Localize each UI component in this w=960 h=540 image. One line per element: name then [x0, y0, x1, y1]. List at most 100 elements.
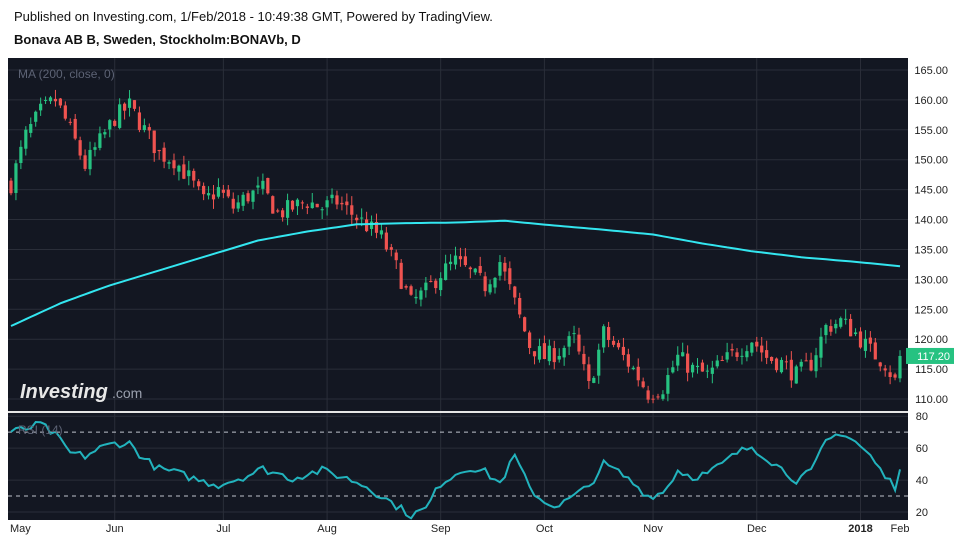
candle-body [98, 133, 102, 148]
candle-body [394, 252, 398, 261]
candle-body [315, 203, 319, 208]
candle-body [197, 181, 201, 187]
candle-body [157, 150, 161, 152]
candle-body [572, 333, 576, 335]
candle-body [142, 125, 146, 131]
time-tick-label: Oct [536, 523, 553, 535]
logo-brand: Investing [20, 381, 108, 403]
publication-credit: Published on Investing.com, 1/Feb/2018 -… [14, 9, 493, 24]
candle-body [483, 276, 487, 292]
rsi-tick-label: 60 [916, 443, 928, 455]
candle-body [152, 130, 156, 154]
candle-body [784, 361, 789, 363]
candle-body [118, 104, 122, 128]
candle-body [705, 370, 709, 372]
candle-body [216, 187, 221, 197]
candle-body [690, 364, 695, 373]
candle-body [700, 362, 705, 372]
candle-body [261, 180, 265, 189]
candle-body [424, 282, 428, 291]
candle-body [616, 342, 621, 348]
last-price-label: 117.20 [917, 351, 950, 363]
candle-body [858, 331, 863, 348]
candle-body [463, 256, 467, 266]
candle-body [552, 348, 556, 363]
candle-body [206, 193, 211, 196]
candle-body [202, 185, 206, 195]
candle-body [48, 97, 53, 102]
candle-body [147, 127, 151, 131]
price-tick-label: 115.00 [915, 364, 948, 376]
candle-body [676, 354, 680, 366]
logo-suffix: .com [112, 385, 142, 401]
candle-body [671, 367, 675, 373]
candle-body [523, 317, 527, 332]
candle-body [498, 262, 502, 276]
candle-body [300, 202, 304, 204]
candle-body [14, 163, 18, 193]
candle-body [295, 199, 300, 207]
candle-body [53, 98, 58, 102]
candle-body [537, 346, 542, 360]
candle-body [409, 286, 413, 295]
chart-background [8, 58, 908, 520]
last-price-marker: 117.20 [906, 347, 954, 364]
candle-body [192, 170, 196, 181]
candle-body [646, 390, 650, 400]
candle-body [19, 146, 23, 163]
price-tick-label: 130.00 [914, 274, 948, 286]
ma-200-line[interactable] [10, 219, 901, 327]
time-tick-label: Sep [431, 523, 451, 535]
candle-body [177, 165, 181, 172]
candle-body [898, 355, 902, 379]
candle-body [587, 364, 591, 382]
candle-body [335, 195, 339, 205]
candle-body [236, 202, 240, 209]
candle-body [365, 219, 369, 232]
price-gridlines [8, 69, 908, 400]
candlestick-series[interactable] [9, 89, 902, 404]
candle-body [127, 98, 132, 108]
candle-body [404, 286, 408, 288]
candle-body [853, 332, 858, 335]
candle-body [39, 103, 43, 111]
candle-body [527, 332, 532, 348]
candle-body [592, 377, 596, 383]
candle-body [760, 345, 764, 353]
candle-body [631, 367, 635, 370]
candle-body [271, 196, 275, 214]
candle-body [661, 394, 665, 399]
candle-body [621, 346, 626, 355]
candle-body [444, 263, 448, 281]
ma-indicator-label: MA (200, close, 0) [18, 67, 115, 81]
candle-body [281, 210, 285, 218]
candle-body [626, 354, 630, 367]
candle-body [241, 194, 245, 206]
candle-body [305, 206, 309, 208]
candle-body [844, 318, 848, 320]
time-tick-label: Dec [747, 523, 767, 535]
candle-body [93, 147, 97, 150]
time-tick-label: Feb [891, 523, 910, 535]
price-tick-label: 135.00 [914, 244, 948, 256]
candle-body [68, 121, 72, 123]
candle-body [878, 362, 882, 367]
candle-body [735, 352, 739, 357]
candle-body [710, 367, 714, 374]
candle-body [345, 201, 349, 206]
price-tick-label: 125.00 [914, 304, 948, 316]
candle-body [226, 189, 230, 197]
candle-body [740, 355, 744, 357]
candle-body [651, 398, 655, 400]
candle-body [246, 193, 250, 202]
candle-body [419, 290, 423, 300]
candle-body [804, 360, 808, 362]
candle-body [63, 105, 67, 119]
time-tick-label: May [10, 523, 31, 535]
candle-body [809, 359, 813, 371]
candle-body [542, 343, 546, 360]
candle-body [493, 277, 497, 288]
candle-body [799, 361, 803, 367]
rsi-14-line[interactable] [10, 420, 901, 520]
